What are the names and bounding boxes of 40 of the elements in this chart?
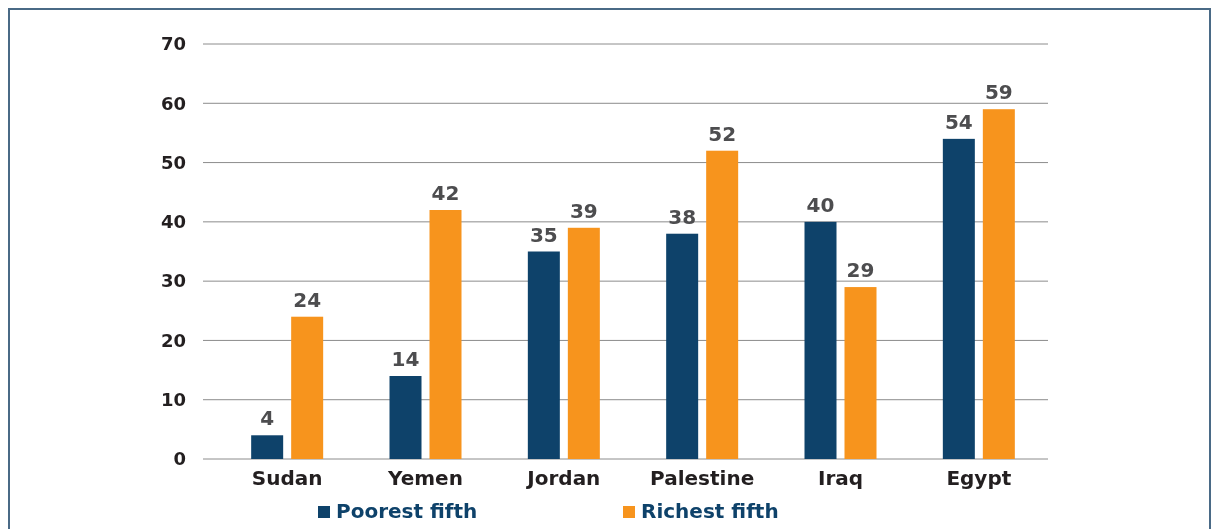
bar: [429, 210, 462, 459]
data-label: 52: [708, 121, 737, 146]
bar: [527, 251, 560, 459]
y-tick-label: 70: [160, 33, 186, 55]
bar: [389, 376, 422, 459]
bar: [291, 316, 324, 459]
data-label: 40: [806, 192, 835, 217]
data-label: 54: [944, 109, 973, 134]
data-label: 42: [431, 181, 460, 205]
y-tick-label: 30: [160, 270, 186, 292]
bar: [844, 287, 877, 459]
bar: [251, 435, 284, 459]
bar: [804, 221, 837, 459]
bar: [666, 233, 699, 459]
data-label: 35: [529, 222, 558, 247]
x-tick-label: Sudan: [251, 466, 323, 490]
data-label: 39: [569, 198, 598, 223]
x-tick-label: Egypt: [946, 466, 1012, 490]
legend-label: Poorest fifth: [336, 499, 478, 523]
x-tick-label: Yemen: [387, 466, 463, 490]
data-label: 14: [391, 347, 420, 371]
bar: [706, 150, 739, 459]
bar: [567, 227, 600, 459]
y-tick-label: 10: [160, 389, 186, 411]
data-label: 59: [984, 80, 1013, 105]
x-tick-label: Jordan: [525, 466, 601, 490]
y-tick-label: 20: [160, 329, 186, 351]
x-tick-label: Iraq: [817, 466, 864, 490]
data-label: 38: [668, 204, 697, 229]
bar: [982, 109, 1015, 459]
y-tick-label: 40: [160, 211, 186, 233]
data-label: 24: [293, 287, 322, 312]
data-label: 4: [260, 406, 275, 431]
y-tick-label: 0: [173, 448, 186, 470]
bar: [942, 138, 975, 459]
x-tick-label: Palestine: [650, 466, 755, 490]
data-label: 29: [846, 258, 875, 283]
legend-label: Richest fifth: [641, 499, 779, 523]
y-tick-label: 50: [160, 151, 186, 173]
y-tick-label: 60: [160, 92, 186, 114]
